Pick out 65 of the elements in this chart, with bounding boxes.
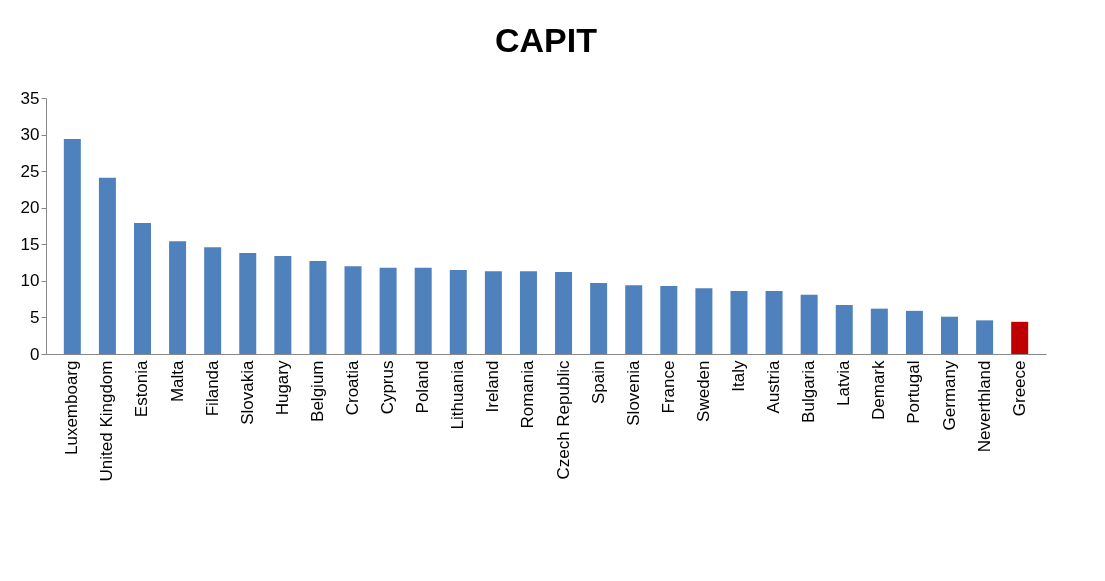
x-tick-label: Filanda <box>202 359 222 417</box>
bar <box>695 288 713 354</box>
x-tick-label: Estonia <box>132 359 152 418</box>
bar <box>660 285 678 354</box>
bar <box>379 267 397 354</box>
x-tick-label: Belgium <box>307 360 327 422</box>
x-tick-label: Slovakia <box>237 359 257 425</box>
bar <box>484 271 502 354</box>
x-tick-label: Croatia <box>343 359 363 416</box>
x-tick-label: Demark <box>869 360 889 421</box>
bar <box>344 266 362 354</box>
x-tick-label: Bulgaria <box>799 359 819 423</box>
x-tick-label: Germany <box>939 360 959 431</box>
y-tick-label: 0 <box>30 344 40 364</box>
bar <box>835 304 853 354</box>
x-tick-label: Austria <box>764 359 784 414</box>
bar <box>63 138 81 354</box>
y-tick-label: 10 <box>20 271 40 291</box>
y-tick-label: 5 <box>30 307 40 327</box>
x-tick-label: Sweden <box>693 360 713 422</box>
x-tick-label: Italy <box>728 360 748 392</box>
bar <box>204 247 222 354</box>
bar <box>730 291 748 354</box>
bar <box>765 291 783 354</box>
y-tick-label: 15 <box>20 234 40 254</box>
x-tick-label: Hugary <box>272 360 292 416</box>
bar <box>870 308 888 354</box>
x-tick-label: Poland <box>413 360 433 414</box>
x-tick-label: Latvia <box>834 359 854 406</box>
x-tick-label: Neverthland <box>974 360 994 453</box>
bar <box>414 267 432 354</box>
y-tick-label: 35 <box>20 88 40 108</box>
bar <box>449 269 467 354</box>
bar <box>309 261 327 354</box>
bar <box>519 271 537 354</box>
x-tick-label: Luxemboarg <box>62 360 82 456</box>
bar <box>590 283 608 354</box>
x-tick-label: Spain <box>588 360 608 404</box>
bar <box>555 272 573 354</box>
bar <box>941 316 959 354</box>
x-tick-label: Ireland <box>483 360 503 413</box>
bar <box>800 294 818 354</box>
bar <box>98 177 116 354</box>
x-tick-label: France <box>658 360 678 414</box>
y-tick-label: 20 <box>20 198 40 218</box>
chart-title: CAPIT <box>495 21 598 59</box>
y-tick-label: 25 <box>20 161 40 181</box>
x-tick-label: Lithuania <box>448 359 468 430</box>
y-tick-label: 30 <box>20 125 40 145</box>
bar <box>239 253 257 354</box>
bar <box>274 255 292 354</box>
bar <box>133 223 151 354</box>
bar <box>169 241 187 354</box>
x-tick-label: Malta <box>167 359 187 403</box>
bar <box>625 285 643 354</box>
bar <box>905 310 923 354</box>
x-tick-label: Portugal <box>904 360 924 424</box>
x-tick-label: Slovenia <box>623 359 643 426</box>
x-tick-label: Czech Republic <box>553 360 573 480</box>
x-tick-label: Greece <box>1009 360 1029 417</box>
bar <box>1011 321 1029 354</box>
x-tick-label: United Kingdom <box>97 360 117 482</box>
x-tick-label: Romania <box>518 359 538 429</box>
x-tick-label: Cyprus <box>378 360 398 415</box>
bar <box>976 320 994 354</box>
